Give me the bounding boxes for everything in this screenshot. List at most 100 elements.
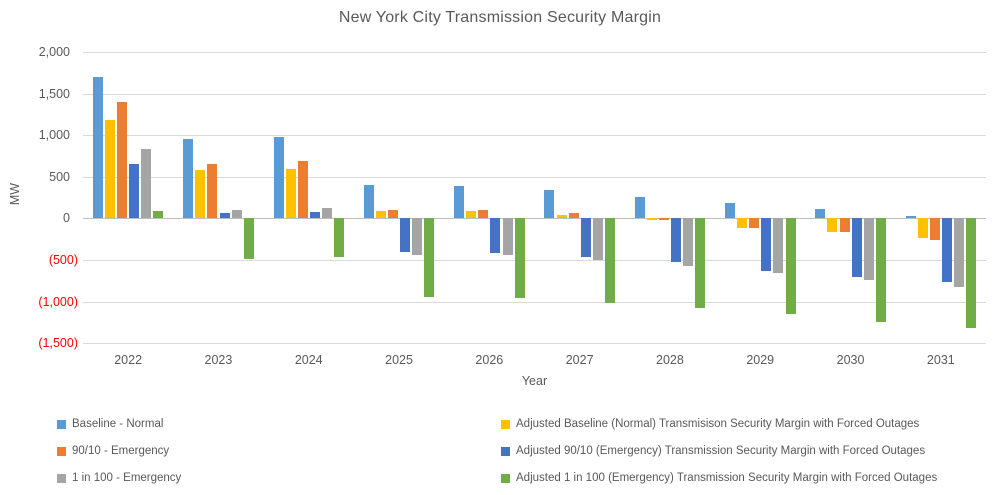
bar-2022-series-2 bbox=[117, 101, 128, 219]
bar-2028-series-0 bbox=[634, 196, 645, 219]
bar-2025-series-3 bbox=[400, 218, 411, 253]
bar-2023-series-4 bbox=[231, 210, 242, 219]
gridline bbox=[83, 301, 986, 303]
bar-2024-series-3 bbox=[309, 211, 320, 219]
x-tick-label: 2026 bbox=[475, 353, 504, 367]
bar-2027-series-1 bbox=[556, 215, 567, 219]
bar-2029-series-1 bbox=[737, 218, 748, 228]
bar-2025-series-2 bbox=[388, 209, 398, 219]
legend-item: 90/10 - Emergency bbox=[57, 444, 169, 458]
legend-label: Adjusted 1 in 100 (Emergency) Transmissi… bbox=[516, 472, 938, 484]
bar-2029-series-4 bbox=[773, 218, 784, 274]
bar-2028-series-3 bbox=[671, 218, 681, 263]
gridline bbox=[83, 93, 986, 95]
bar-2026-series-2 bbox=[478, 210, 489, 219]
bar-2023-series-2 bbox=[207, 163, 218, 219]
bar-2024-series-5 bbox=[334, 218, 344, 257]
bar-2031-series-1 bbox=[917, 218, 928, 239]
bar-2028-series-1 bbox=[646, 218, 657, 221]
legend-item: Adjusted 90/10 (Emergency) Transmission … bbox=[501, 444, 925, 458]
bar-2026-series-4 bbox=[502, 218, 513, 255]
legend-swatch bbox=[57, 446, 66, 456]
legend-swatch bbox=[57, 419, 66, 429]
bar-2024-series-0 bbox=[273, 137, 284, 219]
bar-2022-series-1 bbox=[105, 120, 115, 219]
bar-2023-series-5 bbox=[243, 218, 254, 260]
zero-axis-line bbox=[83, 218, 986, 220]
gridline bbox=[83, 135, 986, 137]
y-tick-label: 0 bbox=[63, 211, 70, 226]
legend-item: 1 in 100 - Emergency bbox=[57, 471, 181, 485]
bar-2027-series-5 bbox=[604, 218, 615, 303]
bar-2030-series-0 bbox=[815, 209, 826, 219]
bar-2027-series-3 bbox=[580, 218, 591, 258]
bar-2022-series-5 bbox=[153, 211, 164, 219]
bar-2029-series-3 bbox=[761, 218, 772, 271]
y-tick-label: (1,000) bbox=[38, 294, 78, 309]
bar-2028-series-5 bbox=[695, 218, 706, 309]
bar-2026-series-5 bbox=[514, 218, 525, 298]
x-tick-label: 2024 bbox=[294, 353, 323, 367]
bar-2027-series-4 bbox=[592, 218, 603, 260]
bar-2023-series-3 bbox=[219, 213, 230, 219]
bar-2030-series-3 bbox=[851, 218, 862, 278]
bar-2031-series-2 bbox=[929, 218, 940, 240]
bar-2031-series-0 bbox=[905, 215, 916, 219]
bar-2027-series-0 bbox=[544, 190, 555, 219]
bar-2030-series-2 bbox=[839, 218, 850, 233]
x-tick-label: 2028 bbox=[656, 353, 684, 367]
bar-2023-series-1 bbox=[195, 170, 206, 219]
bar-2027-series-2 bbox=[568, 213, 579, 219]
bar-2030-series-4 bbox=[863, 218, 874, 280]
gridline bbox=[83, 176, 986, 178]
bar-2025-series-0 bbox=[363, 185, 374, 219]
x-tick-label: 2027 bbox=[565, 353, 594, 367]
bar-2030-series-1 bbox=[827, 218, 838, 233]
chart-title: New York City Transmission Security Marg… bbox=[338, 9, 662, 26]
bar-2026-series-0 bbox=[454, 185, 465, 219]
y-tick-label: 1,000 bbox=[38, 128, 70, 143]
gridline bbox=[83, 343, 986, 345]
bar-2024-series-2 bbox=[297, 161, 308, 219]
x-tick-label: 2023 bbox=[204, 353, 233, 367]
bar-2026-series-1 bbox=[466, 210, 477, 219]
gridline bbox=[83, 260, 986, 261]
bar-2029-series-2 bbox=[749, 218, 760, 229]
bar-2028-series-4 bbox=[683, 218, 694, 266]
bar-2024-series-4 bbox=[321, 208, 332, 219]
legend-swatch bbox=[501, 473, 510, 483]
bar-2024-series-1 bbox=[285, 168, 296, 219]
legend-swatch bbox=[501, 419, 510, 429]
legend-label: Baseline - Normal bbox=[72, 418, 164, 430]
bar-2031-series-4 bbox=[954, 218, 964, 287]
bar-2022-series-4 bbox=[141, 149, 152, 219]
bar-2029-series-5 bbox=[785, 218, 796, 314]
bar-2025-series-1 bbox=[375, 210, 386, 219]
bar-2023-series-0 bbox=[183, 139, 194, 219]
x-axis-title: Year bbox=[521, 374, 548, 388]
bar-2031-series-3 bbox=[941, 218, 952, 283]
bar-2022-series-3 bbox=[129, 164, 140, 219]
y-tick-label: 1,500 bbox=[38, 86, 70, 101]
legend-item: Adjusted Baseline (Normal) Transmisison … bbox=[501, 417, 919, 431]
legend-item: Baseline - Normal bbox=[57, 417, 163, 431]
bar-2028-series-2 bbox=[658, 218, 669, 221]
legend-label: Adjusted 90/10 (Emergency) Transmission … bbox=[516, 445, 926, 457]
x-tick-label: 2031 bbox=[926, 353, 955, 367]
bar-2025-series-4 bbox=[412, 218, 423, 255]
bar-2029-series-0 bbox=[725, 203, 735, 219]
x-tick-label: 2030 bbox=[836, 353, 865, 367]
gridline bbox=[83, 52, 986, 53]
y-tick-label: (1,500) bbox=[38, 336, 78, 351]
bar-2030-series-5 bbox=[875, 218, 886, 323]
bar-2025-series-5 bbox=[424, 218, 435, 298]
legend-swatch bbox=[57, 473, 66, 483]
legend-label: Adjusted Baseline (Normal) Transmisison … bbox=[516, 418, 920, 430]
x-tick-label: 2029 bbox=[746, 353, 775, 367]
x-tick-label: 2025 bbox=[385, 353, 413, 367]
legend-swatch bbox=[501, 446, 510, 456]
y-tick-label: 2,000 bbox=[38, 45, 70, 59]
bar-2022-series-0 bbox=[92, 77, 103, 219]
